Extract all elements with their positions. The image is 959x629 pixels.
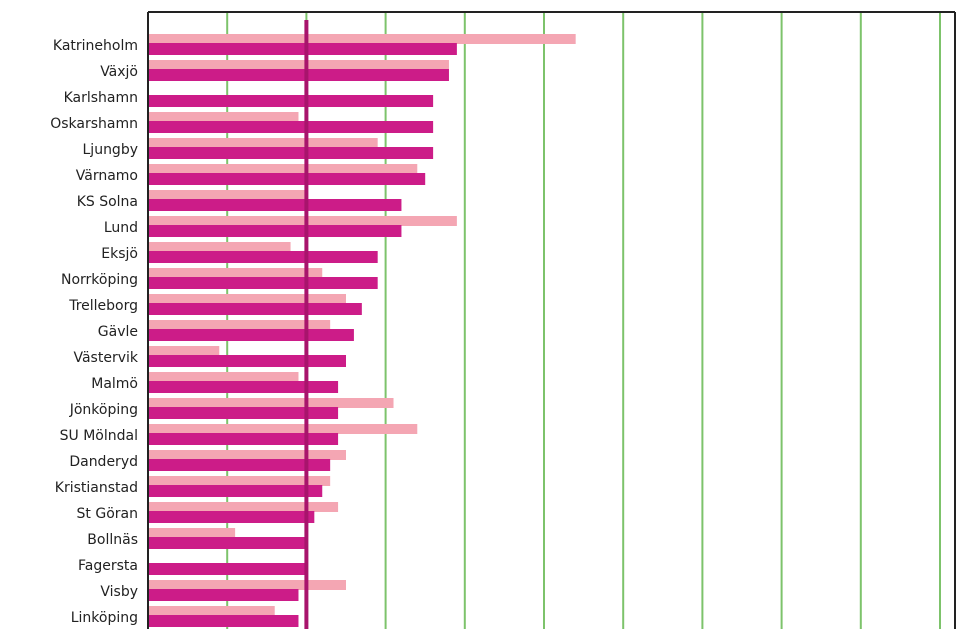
bar-dark-12 bbox=[148, 355, 346, 367]
bar-dark-15 bbox=[148, 433, 339, 445]
bar-dark-8 bbox=[148, 251, 378, 263]
category-label: Linköping bbox=[71, 610, 138, 626]
bar-light-21 bbox=[148, 580, 346, 590]
bar-dark-21 bbox=[148, 589, 299, 601]
category-labels: Katrineholm Växjö Karlshamn Oskarshamn Ljung… bbox=[50, 38, 139, 626]
category-label: Danderyd bbox=[69, 454, 138, 470]
bar-dark-11 bbox=[148, 329, 354, 341]
bar-dark-6 bbox=[148, 199, 402, 211]
bar-light-8 bbox=[148, 242, 291, 252]
bar-light-13 bbox=[148, 372, 299, 382]
bar-dark-9 bbox=[148, 277, 378, 289]
bar-light-6 bbox=[148, 190, 307, 200]
category-label: Västervik bbox=[73, 350, 138, 366]
category-label: Jönköping bbox=[69, 402, 138, 418]
bar-light-10 bbox=[148, 294, 346, 304]
bar-light-22 bbox=[148, 606, 275, 616]
bar-dark-0 bbox=[148, 43, 457, 55]
bar-light-14 bbox=[148, 398, 394, 408]
bar-dark-1 bbox=[148, 69, 449, 81]
bar-dark-18 bbox=[148, 511, 315, 523]
bar-light-4 bbox=[148, 138, 378, 148]
bar-dark-7 bbox=[148, 225, 402, 237]
series-dark-bars bbox=[148, 43, 457, 627]
category-label: Karlshamn bbox=[64, 90, 138, 106]
category-label: Katrineholm bbox=[53, 38, 138, 54]
category-label: KS Solna bbox=[77, 194, 138, 210]
category-label: Malmö bbox=[91, 376, 138, 392]
category-label: SU Mölndal bbox=[60, 428, 138, 444]
bar-light-11 bbox=[148, 320, 331, 330]
bar-light-12 bbox=[148, 346, 220, 356]
bar-dark-20 bbox=[148, 563, 307, 575]
bar-dark-4 bbox=[148, 147, 434, 159]
bar-dark-14 bbox=[148, 407, 339, 419]
category-label: Oskarshamn bbox=[50, 116, 138, 132]
bar-light-16 bbox=[148, 450, 346, 460]
bar-dark-5 bbox=[148, 173, 426, 185]
bar-light-9 bbox=[148, 268, 323, 278]
category-label: Norrköping bbox=[61, 272, 138, 288]
bar-dark-17 bbox=[148, 485, 323, 497]
bar-light-18 bbox=[148, 502, 339, 512]
category-label: Växjö bbox=[100, 64, 138, 80]
category-label: St Göran bbox=[77, 506, 138, 522]
bar-light-7 bbox=[148, 216, 457, 226]
bar-dark-13 bbox=[148, 381, 339, 393]
bar-light-0 bbox=[148, 34, 576, 44]
bar-dark-22 bbox=[148, 615, 299, 627]
category-label: Värnamo bbox=[76, 168, 138, 184]
bar-light-3 bbox=[148, 112, 299, 122]
bar-light-1 bbox=[148, 60, 449, 70]
category-label: Kristianstad bbox=[55, 480, 138, 496]
bar-light-17 bbox=[148, 476, 331, 486]
bar-dark-2 bbox=[148, 95, 434, 107]
bar-light-5 bbox=[148, 164, 418, 174]
bar-dark-3 bbox=[148, 121, 434, 133]
category-label: Lund bbox=[104, 220, 138, 236]
category-label: Gävle bbox=[98, 324, 138, 340]
category-label: Ljungby bbox=[83, 142, 139, 158]
bar-light-19 bbox=[148, 528, 236, 538]
bar-dark-16 bbox=[148, 459, 331, 471]
series-light-bars bbox=[148, 34, 576, 616]
category-label: Visby bbox=[100, 584, 138, 600]
category-label: Eksjö bbox=[101, 246, 138, 262]
category-label: Fagersta bbox=[78, 558, 138, 574]
bar-dark-10 bbox=[148, 303, 362, 315]
bar-light-15 bbox=[148, 424, 418, 434]
bar-dark-19 bbox=[148, 537, 307, 549]
category-label: Bollnäs bbox=[87, 532, 138, 548]
category-label: Trelleborg bbox=[68, 298, 138, 314]
axes bbox=[147, 11, 956, 629]
